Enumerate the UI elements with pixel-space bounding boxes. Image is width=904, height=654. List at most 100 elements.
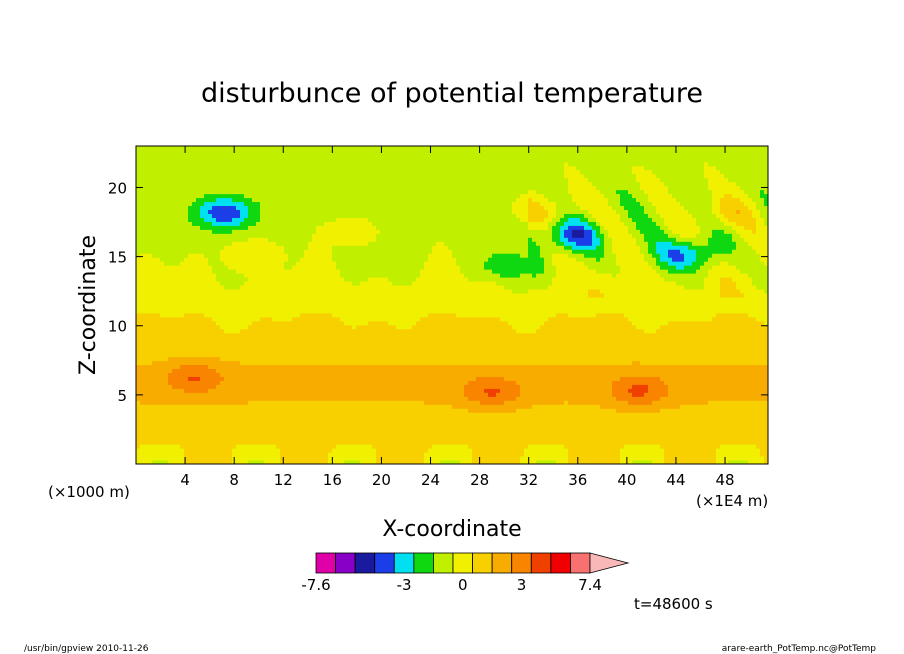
field-cell xyxy=(216,340,221,346)
field-cell xyxy=(752,436,757,441)
field-cell xyxy=(588,412,593,417)
field-cell xyxy=(208,376,213,381)
field-cell xyxy=(176,408,181,413)
field-cell xyxy=(692,448,697,453)
field-cell xyxy=(256,436,261,441)
field-cell xyxy=(556,460,561,465)
field-cell xyxy=(664,396,669,401)
field-cell xyxy=(652,424,657,429)
field-cell xyxy=(136,460,141,465)
field-cell xyxy=(516,412,521,417)
field-cell xyxy=(556,448,561,453)
field-cell xyxy=(760,360,765,366)
field-cell xyxy=(584,456,589,461)
field-cell xyxy=(328,436,333,441)
field-cell xyxy=(540,448,545,453)
field-cell xyxy=(172,372,177,377)
field-cell xyxy=(748,456,753,461)
field-cell xyxy=(588,364,593,370)
field-cell xyxy=(476,436,481,441)
field-cell xyxy=(480,408,485,413)
field-cell xyxy=(480,348,485,354)
field-cell xyxy=(408,420,413,425)
field-cell xyxy=(432,448,437,453)
field-cell xyxy=(184,368,189,373)
field-cell xyxy=(204,356,209,362)
field-cell xyxy=(304,376,309,381)
field-cell xyxy=(464,416,469,421)
field-cell xyxy=(688,440,693,445)
field-cell xyxy=(432,396,437,401)
field-cell xyxy=(416,356,421,362)
field-cell xyxy=(712,408,717,413)
field-cell xyxy=(624,452,629,457)
field-cell xyxy=(244,448,249,453)
field-cell xyxy=(312,452,317,457)
field-cell xyxy=(716,340,721,346)
field-cell xyxy=(260,356,265,362)
field-cell xyxy=(292,352,297,358)
field-cell xyxy=(240,400,245,405)
field-cell xyxy=(244,340,249,346)
field-cell xyxy=(396,380,401,385)
field-cell xyxy=(244,356,249,362)
field-cell xyxy=(728,372,733,377)
field-cell xyxy=(732,352,737,358)
field-cell xyxy=(276,384,281,389)
field-cell xyxy=(616,408,621,413)
field-cell xyxy=(252,424,257,429)
field-cell xyxy=(236,396,241,401)
field-cell xyxy=(168,400,173,405)
field-cell xyxy=(388,440,393,445)
field-cell xyxy=(568,364,573,370)
field-cell xyxy=(692,348,697,354)
field-cell xyxy=(360,432,365,437)
field-cell xyxy=(600,404,605,409)
field-cell xyxy=(476,420,481,425)
contour-field xyxy=(136,146,769,465)
field-cell xyxy=(748,408,753,413)
field-cell xyxy=(432,432,437,437)
field-cell xyxy=(296,372,301,377)
field-cell xyxy=(244,364,249,370)
field-cell xyxy=(416,368,421,373)
field-cell xyxy=(664,376,669,381)
field-cell xyxy=(664,392,669,397)
field-cell xyxy=(204,376,209,381)
field-cell xyxy=(220,348,225,354)
field-cell xyxy=(336,352,341,358)
field-cell xyxy=(272,384,277,389)
field-cell xyxy=(552,392,557,397)
field-cell xyxy=(608,452,613,457)
field-cell xyxy=(624,412,629,417)
field-cell xyxy=(628,340,633,346)
field-cell xyxy=(712,456,717,461)
field-cell xyxy=(564,404,569,409)
field-cell xyxy=(600,348,605,354)
field-cell xyxy=(660,400,665,405)
field-cell xyxy=(704,444,709,449)
field-cell xyxy=(324,356,329,362)
field-cell xyxy=(144,432,149,437)
field-cell xyxy=(752,448,757,453)
field-cell xyxy=(488,440,493,445)
field-cell xyxy=(300,428,305,433)
field-cell xyxy=(140,388,145,393)
field-cell xyxy=(196,428,201,433)
field-cell xyxy=(208,388,213,393)
field-cell xyxy=(680,348,685,354)
field-cell xyxy=(756,348,761,354)
field-cell xyxy=(560,396,565,401)
field-cell xyxy=(532,396,537,401)
field-cell xyxy=(440,388,445,393)
field-cell xyxy=(228,412,233,417)
field-cell xyxy=(240,428,245,433)
field-cell xyxy=(732,400,737,405)
field-cell xyxy=(216,444,221,449)
field-cell xyxy=(668,424,673,429)
field-cell xyxy=(336,372,341,377)
field-cell xyxy=(700,456,705,461)
field-cell xyxy=(528,428,533,433)
field-cell xyxy=(268,392,273,397)
field-cell xyxy=(416,460,421,465)
